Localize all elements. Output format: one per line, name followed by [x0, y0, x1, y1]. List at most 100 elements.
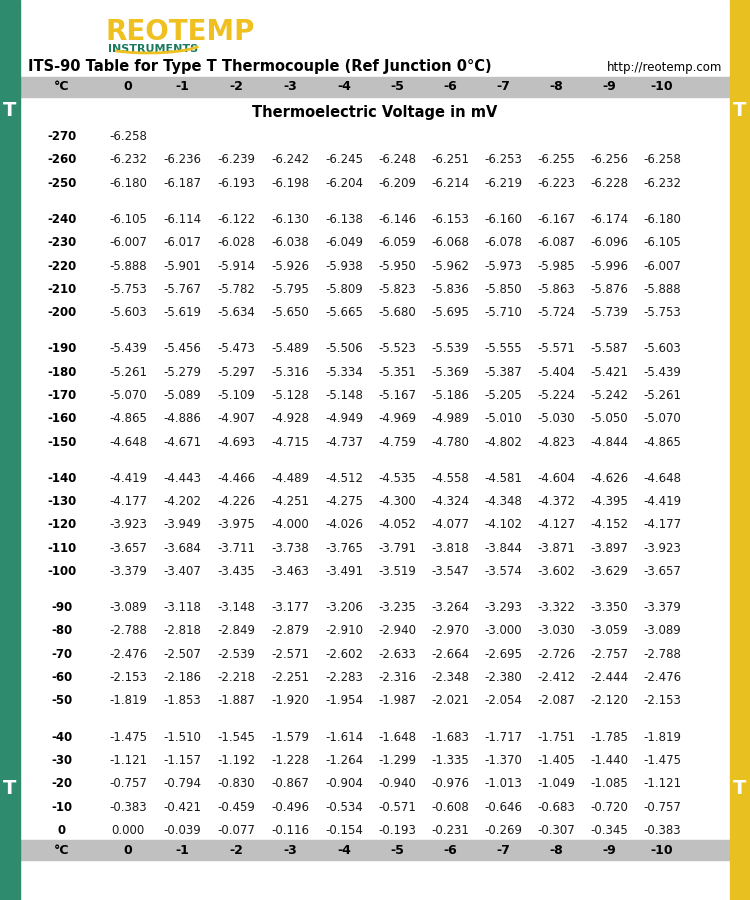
Text: -5.876: -5.876	[590, 283, 628, 296]
Text: -3.379: -3.379	[643, 601, 681, 614]
Text: -3.407: -3.407	[163, 565, 201, 578]
Text: -6.253: -6.253	[484, 154, 522, 166]
Text: -5.010: -5.010	[484, 412, 522, 426]
Text: -6.214: -6.214	[431, 176, 469, 190]
Bar	[20, 840, 730, 860]
Text: -3.089: -3.089	[643, 625, 681, 637]
Text: -0.757: -0.757	[643, 800, 681, 814]
Text: -3.491: -3.491	[325, 565, 363, 578]
Text: -2.153: -2.153	[109, 671, 147, 684]
Text: -50: -50	[51, 695, 73, 707]
Text: ITS-90 Table for Type T Thermocouple (Ref Junction 0°C): ITS-90 Table for Type T Thermocouple (Re…	[28, 59, 492, 75]
Text: -3.897: -3.897	[590, 542, 628, 554]
Text: -5.167: -5.167	[378, 389, 416, 402]
Text: -2.757: -2.757	[590, 648, 628, 661]
Text: -2.788: -2.788	[109, 625, 147, 637]
Text: -4.865: -4.865	[109, 412, 147, 426]
Text: -0.077: -0.077	[217, 824, 255, 837]
Text: -110: -110	[47, 542, 76, 554]
Text: -1.299: -1.299	[378, 754, 416, 767]
Text: -0.830: -0.830	[217, 778, 255, 790]
Text: -5.863: -5.863	[537, 283, 574, 296]
Text: -4.581: -4.581	[484, 472, 522, 485]
Text: -4.372: -4.372	[537, 495, 575, 508]
Text: -1.370: -1.370	[484, 754, 522, 767]
Text: -3.629: -3.629	[590, 565, 628, 578]
Text: -6.007: -6.007	[109, 237, 147, 249]
Text: -5.603: -5.603	[643, 342, 681, 356]
Text: -5.523: -5.523	[378, 342, 416, 356]
Text: -6.193: -6.193	[217, 176, 255, 190]
Text: -5.823: -5.823	[378, 283, 416, 296]
Text: -90: -90	[51, 601, 73, 614]
Text: -2.348: -2.348	[431, 671, 469, 684]
Text: -3.547: -3.547	[431, 565, 469, 578]
Text: 0.000: 0.000	[111, 824, 145, 837]
Text: -4.949: -4.949	[325, 412, 363, 426]
Text: -30: -30	[52, 754, 73, 767]
Text: -3.602: -3.602	[537, 565, 575, 578]
Text: -3.519: -3.519	[378, 565, 416, 578]
Text: -250: -250	[47, 176, 76, 190]
Text: -6.198: -6.198	[271, 176, 309, 190]
Text: -270: -270	[47, 130, 76, 143]
Text: -5.109: -5.109	[217, 389, 255, 402]
Text: -6.219: -6.219	[484, 176, 522, 190]
Text: -5.539: -5.539	[431, 342, 469, 356]
Text: -4: -4	[337, 843, 351, 857]
Text: -70: -70	[52, 648, 73, 661]
Text: °C: °C	[54, 843, 70, 857]
Text: -4.275: -4.275	[325, 495, 363, 508]
Text: -3.871: -3.871	[537, 542, 575, 554]
Text: -6.228: -6.228	[590, 176, 628, 190]
Text: -4.928: -4.928	[271, 412, 309, 426]
Text: -4.780: -4.780	[431, 436, 469, 448]
Text: -4.419: -4.419	[643, 495, 681, 508]
Text: -0.345: -0.345	[590, 824, 628, 837]
Text: -5.473: -5.473	[217, 342, 255, 356]
Text: -2.910: -2.910	[325, 625, 363, 637]
Text: -4.026: -4.026	[325, 518, 363, 531]
Text: -4.715: -4.715	[271, 436, 309, 448]
Text: -4.989: -4.989	[431, 412, 469, 426]
Text: -4.443: -4.443	[163, 472, 201, 485]
Text: -0.421: -0.421	[163, 800, 201, 814]
Text: -4.419: -4.419	[109, 472, 147, 485]
Text: -3.000: -3.000	[484, 625, 522, 637]
Text: -3.765: -3.765	[325, 542, 363, 554]
Text: -3.118: -3.118	[163, 601, 201, 614]
Text: -3.923: -3.923	[109, 518, 147, 531]
Text: -3: -3	[284, 843, 297, 857]
Text: -6.017: -6.017	[163, 237, 201, 249]
Text: -1.579: -1.579	[271, 731, 309, 743]
Text: -0.269: -0.269	[484, 824, 522, 837]
Text: -5.205: -5.205	[484, 389, 522, 402]
Text: -4: -4	[337, 80, 351, 94]
Text: -5.901: -5.901	[163, 259, 201, 273]
Text: -2: -2	[229, 843, 243, 857]
Text: -6.007: -6.007	[643, 259, 681, 273]
Text: -4.737: -4.737	[325, 436, 363, 448]
Text: -4.512: -4.512	[325, 472, 363, 485]
Text: -4.886: -4.886	[163, 412, 201, 426]
Text: -150: -150	[47, 436, 76, 448]
Text: -4.865: -4.865	[643, 436, 681, 448]
Text: -4.823: -4.823	[537, 436, 575, 448]
Text: -6.239: -6.239	[217, 154, 255, 166]
Text: -6.258: -6.258	[109, 130, 147, 143]
Text: -6.187: -6.187	[163, 176, 201, 190]
Text: -5.665: -5.665	[325, 306, 363, 319]
Text: -5.089: -5.089	[164, 389, 201, 402]
Text: -4.489: -4.489	[271, 472, 309, 485]
Text: -4.052: -4.052	[378, 518, 416, 531]
Text: -6.255: -6.255	[537, 154, 575, 166]
Text: -1.228: -1.228	[271, 754, 309, 767]
Text: -20: -20	[52, 778, 73, 790]
Text: -1.475: -1.475	[643, 754, 681, 767]
Text: -3.177: -3.177	[271, 601, 309, 614]
Text: -2.021: -2.021	[431, 695, 469, 707]
Text: -3.264: -3.264	[431, 601, 469, 614]
Text: -9: -9	[602, 80, 616, 94]
Text: -170: -170	[47, 389, 76, 402]
Bar	[730, 0, 750, 900]
